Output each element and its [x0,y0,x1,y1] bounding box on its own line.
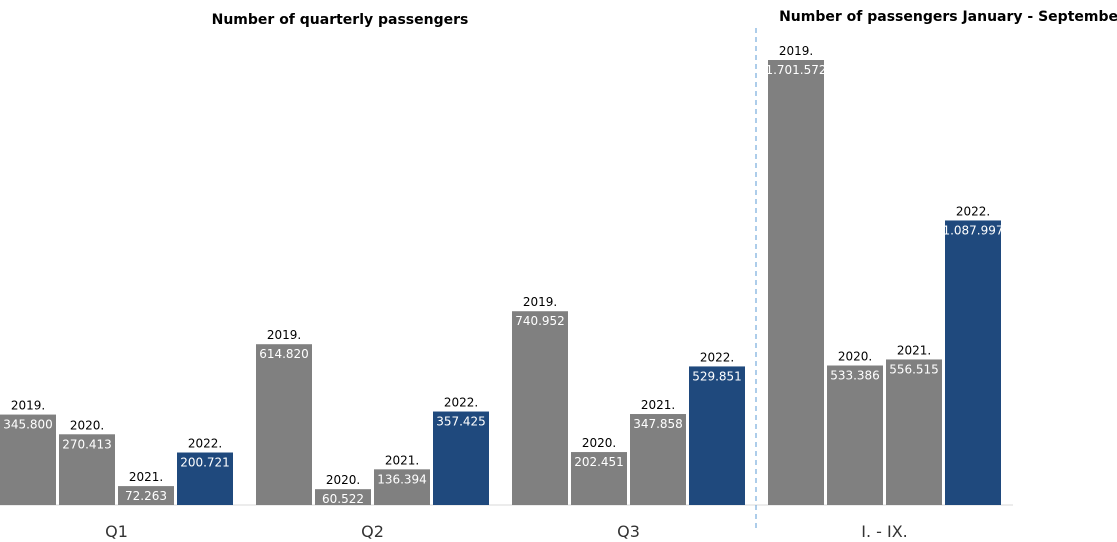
bar [571,452,627,505]
bar [433,411,489,505]
bar [256,344,312,505]
bar-year-label: 2019. [779,44,813,58]
bar [512,311,568,505]
bar [827,365,883,505]
bar-year-label: 2022. [700,350,734,364]
bar [59,434,115,505]
bar-value-label: 556.515 [889,362,939,376]
bar-value-label: 1.701.572 [765,63,826,77]
chart-title-quarterly: Number of quarterly passengers [212,12,469,28]
bar-year-label: 2021. [897,343,931,357]
bar-year-label: 2021. [641,398,675,412]
bar-year-label: 2022. [956,204,990,218]
bar-value-label: 345.800 [3,418,53,432]
bar [315,489,371,505]
bar-value-label: 529.851 [692,369,742,383]
bar-value-label: 614.820 [259,347,309,361]
bar-value-label: 357.425 [436,415,486,429]
bar [630,414,686,505]
bar-value-label: 1.087.997 [942,223,1003,237]
bar-value-label: 72.263 [125,489,167,503]
bar-value-label: 347.858 [633,417,683,431]
category-label: Q2 [361,522,384,541]
bar-value-label: 270.413 [62,437,112,451]
bar-value-label: 740.952 [515,314,565,328]
bar-value-label: 136.394 [377,472,427,486]
bar-year-label: 2020. [326,473,360,487]
bar [945,220,1001,505]
category-label: Q3 [617,522,640,541]
bar-year-label: 2022. [444,396,478,410]
bar-year-label: 2019. [267,328,301,342]
bar [886,359,942,505]
bar-year-label: 2019. [523,295,557,309]
chart-marks: 2019. 345.800 2020. 270.413 2021. 72.263 2022.… [0,44,1004,541]
bar-year-label: 2021. [129,470,163,484]
bar-year-label: 2019. [11,399,45,413]
category-label: Q1 [105,522,128,541]
bar-year-label: 2022. [188,437,222,451]
bar-value-label: 533.386 [830,369,880,383]
bar-year-label: 2020. [70,418,104,432]
bar [177,452,233,505]
bar [118,486,174,505]
bar [374,469,430,505]
bar-value-label: 200.721 [180,456,230,470]
chart-title-jan-sep: Number of passengers January - September [779,9,1117,25]
bar-value-label: 202.451 [574,455,624,469]
bar-year-label: 2020. [582,436,616,450]
bar-year-label: 2020. [838,350,872,364]
category-label: I. - IX. [861,522,908,541]
bar-year-label: 2021. [385,453,419,467]
bar [0,414,56,505]
bar-value-label: 60.522 [322,492,364,506]
bar [689,366,745,505]
bar [768,60,824,505]
